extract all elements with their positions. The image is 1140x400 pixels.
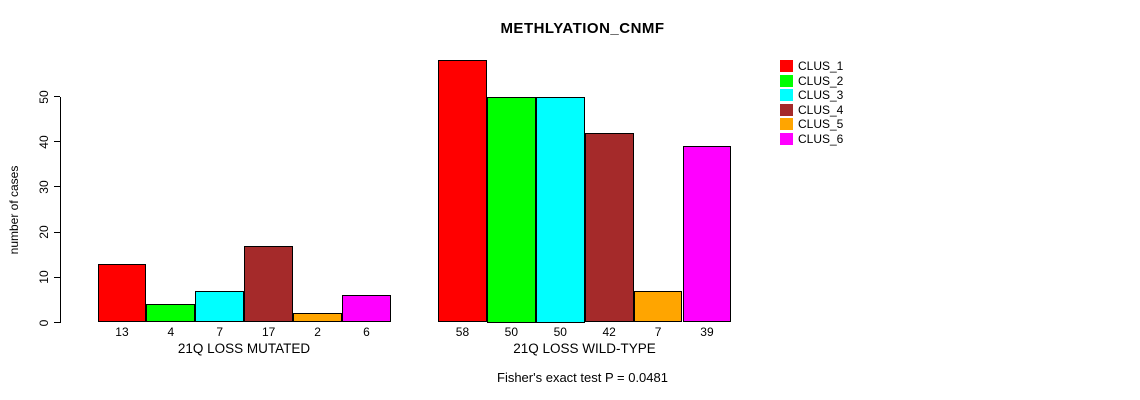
bar-clus_3-group2	[535, 96, 585, 323]
legend-label: CLUS_4	[798, 102, 844, 117]
bar-value-label: 42	[602, 325, 616, 339]
bar-value-label: 2	[314, 325, 321, 339]
y-tick-mark-20	[54, 231, 60, 233]
bar-value-label: 58	[455, 325, 470, 339]
y-tick-label-30: 30	[37, 180, 51, 194]
legend-swatch-icon	[780, 132, 793, 145]
legend-label: CLUS_1	[798, 59, 844, 74]
bar-clus_1-group2	[438, 60, 487, 323]
bar-clus_4-group1	[244, 245, 294, 323]
legend-swatch-icon	[780, 118, 793, 131]
legend-item-clus_2: CLUS_2	[780, 74, 843, 89]
bar-clus_6-group2	[682, 146, 732, 323]
y-axis-label: number of cases	[7, 165, 21, 255]
bar-value-label: 6	[363, 325, 370, 339]
bar-clus_6-group1	[342, 295, 391, 323]
y-tick-mark-10	[54, 276, 60, 278]
chart-title: METHLYATION_CNMF	[500, 20, 665, 37]
bar-clus_1-group1	[97, 263, 147, 323]
legend-label: CLUS_5	[798, 117, 844, 132]
legend-item-clus_1: CLUS_1	[780, 59, 843, 74]
legend-label: CLUS_3	[798, 88, 844, 103]
legend-item-clus_3: CLUS_3	[780, 88, 843, 103]
bar-clus_5-group2	[633, 290, 683, 323]
y-tick-mark-0	[54, 322, 60, 323]
legend-swatch-icon	[780, 60, 793, 73]
y-tick-label-50: 50	[37, 89, 51, 104]
bar-clus_5-group1	[293, 313, 342, 323]
bar-clus_4-group2	[584, 132, 634, 323]
legend-swatch-icon	[780, 103, 793, 116]
legend-label: CLUS_6	[798, 131, 844, 146]
legend-item-clus_6: CLUS_6	[780, 132, 843, 147]
group-label-wildtype: 21Q LOSS WILD-TYPE	[513, 341, 656, 356]
bar-value-label: 7	[654, 325, 662, 339]
y-tick-label-10: 10	[37, 270, 51, 284]
y-tick-mark-40	[54, 141, 60, 143]
y-tick-mark-30	[54, 186, 60, 188]
legend-item-clus_4: CLUS_4	[780, 103, 843, 118]
y-tick-label-40: 40	[37, 135, 51, 149]
bar-value-label: 50	[553, 325, 567, 339]
legend-label: CLUS_2	[798, 73, 844, 88]
y-tick-label-20: 20	[37, 225, 51, 239]
bar-value-label: 50	[504, 325, 519, 339]
legend-swatch-icon	[780, 74, 793, 87]
y-axis-line	[60, 97, 61, 323]
bar-value-label: 39	[700, 325, 714, 339]
bar-clus_2-group2	[486, 96, 536, 323]
bar-value-label: 7	[216, 325, 224, 339]
bar-clus_3-group1	[195, 290, 245, 323]
legend-swatch-icon	[780, 89, 793, 102]
bar-value-label: 17	[261, 325, 276, 339]
legend-item-clus_5: CLUS_5	[780, 117, 843, 132]
legend: CLUS_1 CLUS_2 CLUS_3 CLUS_4 CLUS_5 CLUS_6	[780, 59, 843, 146]
fisher-test-note: Fisher's exact test P = 0.0481	[497, 370, 668, 385]
y-tick-mark-50	[54, 96, 60, 97]
y-tick-label-0: 0	[37, 319, 51, 326]
bar-value-label: 13	[115, 325, 129, 339]
bar-value-label: 4	[167, 325, 175, 339]
group-label-mutated: 21Q LOSS MUTATED	[177, 341, 311, 356]
bar-clus_2-group1	[146, 304, 196, 323]
